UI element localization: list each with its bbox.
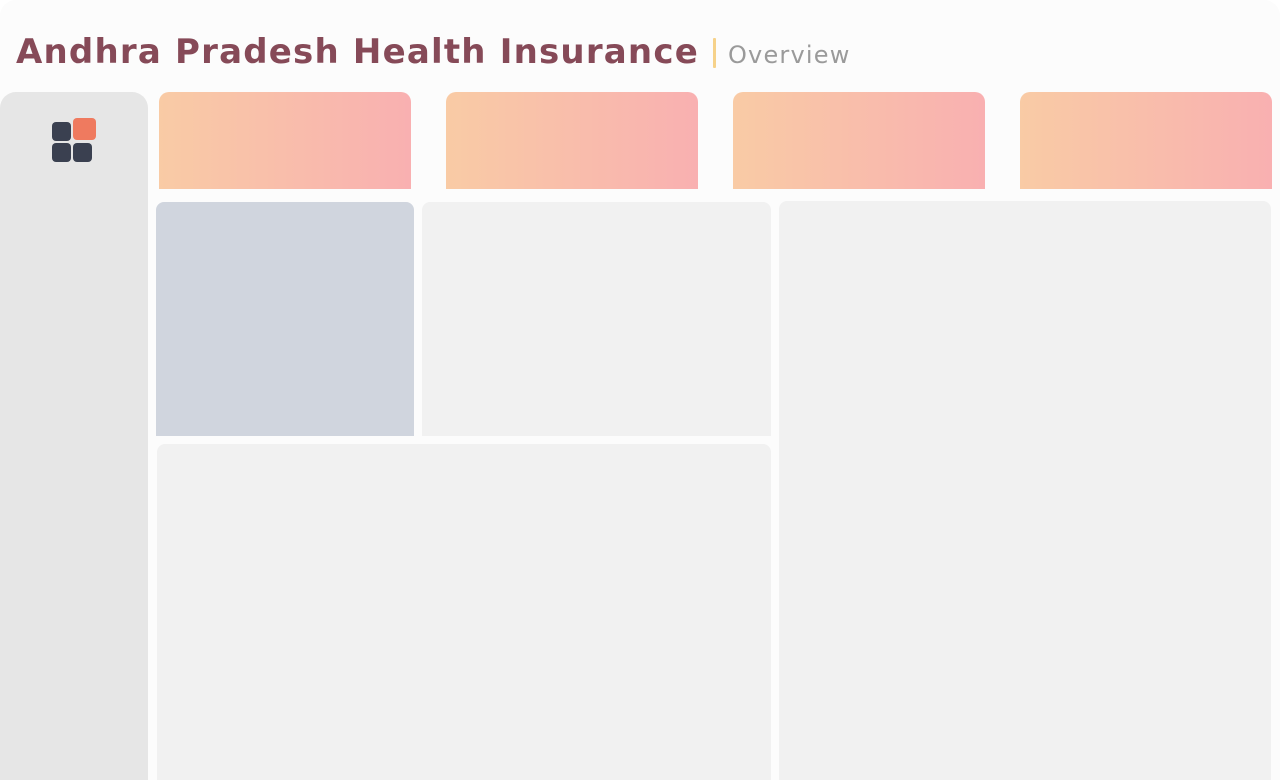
page-title: Andhra Pradesh Health Insurance [16,32,699,72]
logo-square-bottom-right [73,143,92,162]
logo-square-top-right [73,118,96,140]
logo-square-top-left [52,122,71,141]
title-divider [712,38,716,68]
kpi-card-1[interactable] [159,92,411,189]
dashboard-grid-icon[interactable] [52,118,96,162]
sidebar [0,92,148,780]
kpi-card-3[interactable] [733,92,985,189]
page-subtitle: Overview [727,41,851,69]
chart-panel-selected[interactable] [156,202,414,436]
chart-panel-right[interactable] [779,201,1271,780]
kpi-card-4[interactable] [1020,92,1272,189]
chart-panel-bottom[interactable] [157,444,771,780]
kpi-card-2[interactable] [446,92,698,189]
page-header: Andhra Pradesh Health Insurance Overview [16,30,851,74]
logo-square-bottom-left [52,143,71,162]
chart-panel-top-middle[interactable] [422,202,771,436]
